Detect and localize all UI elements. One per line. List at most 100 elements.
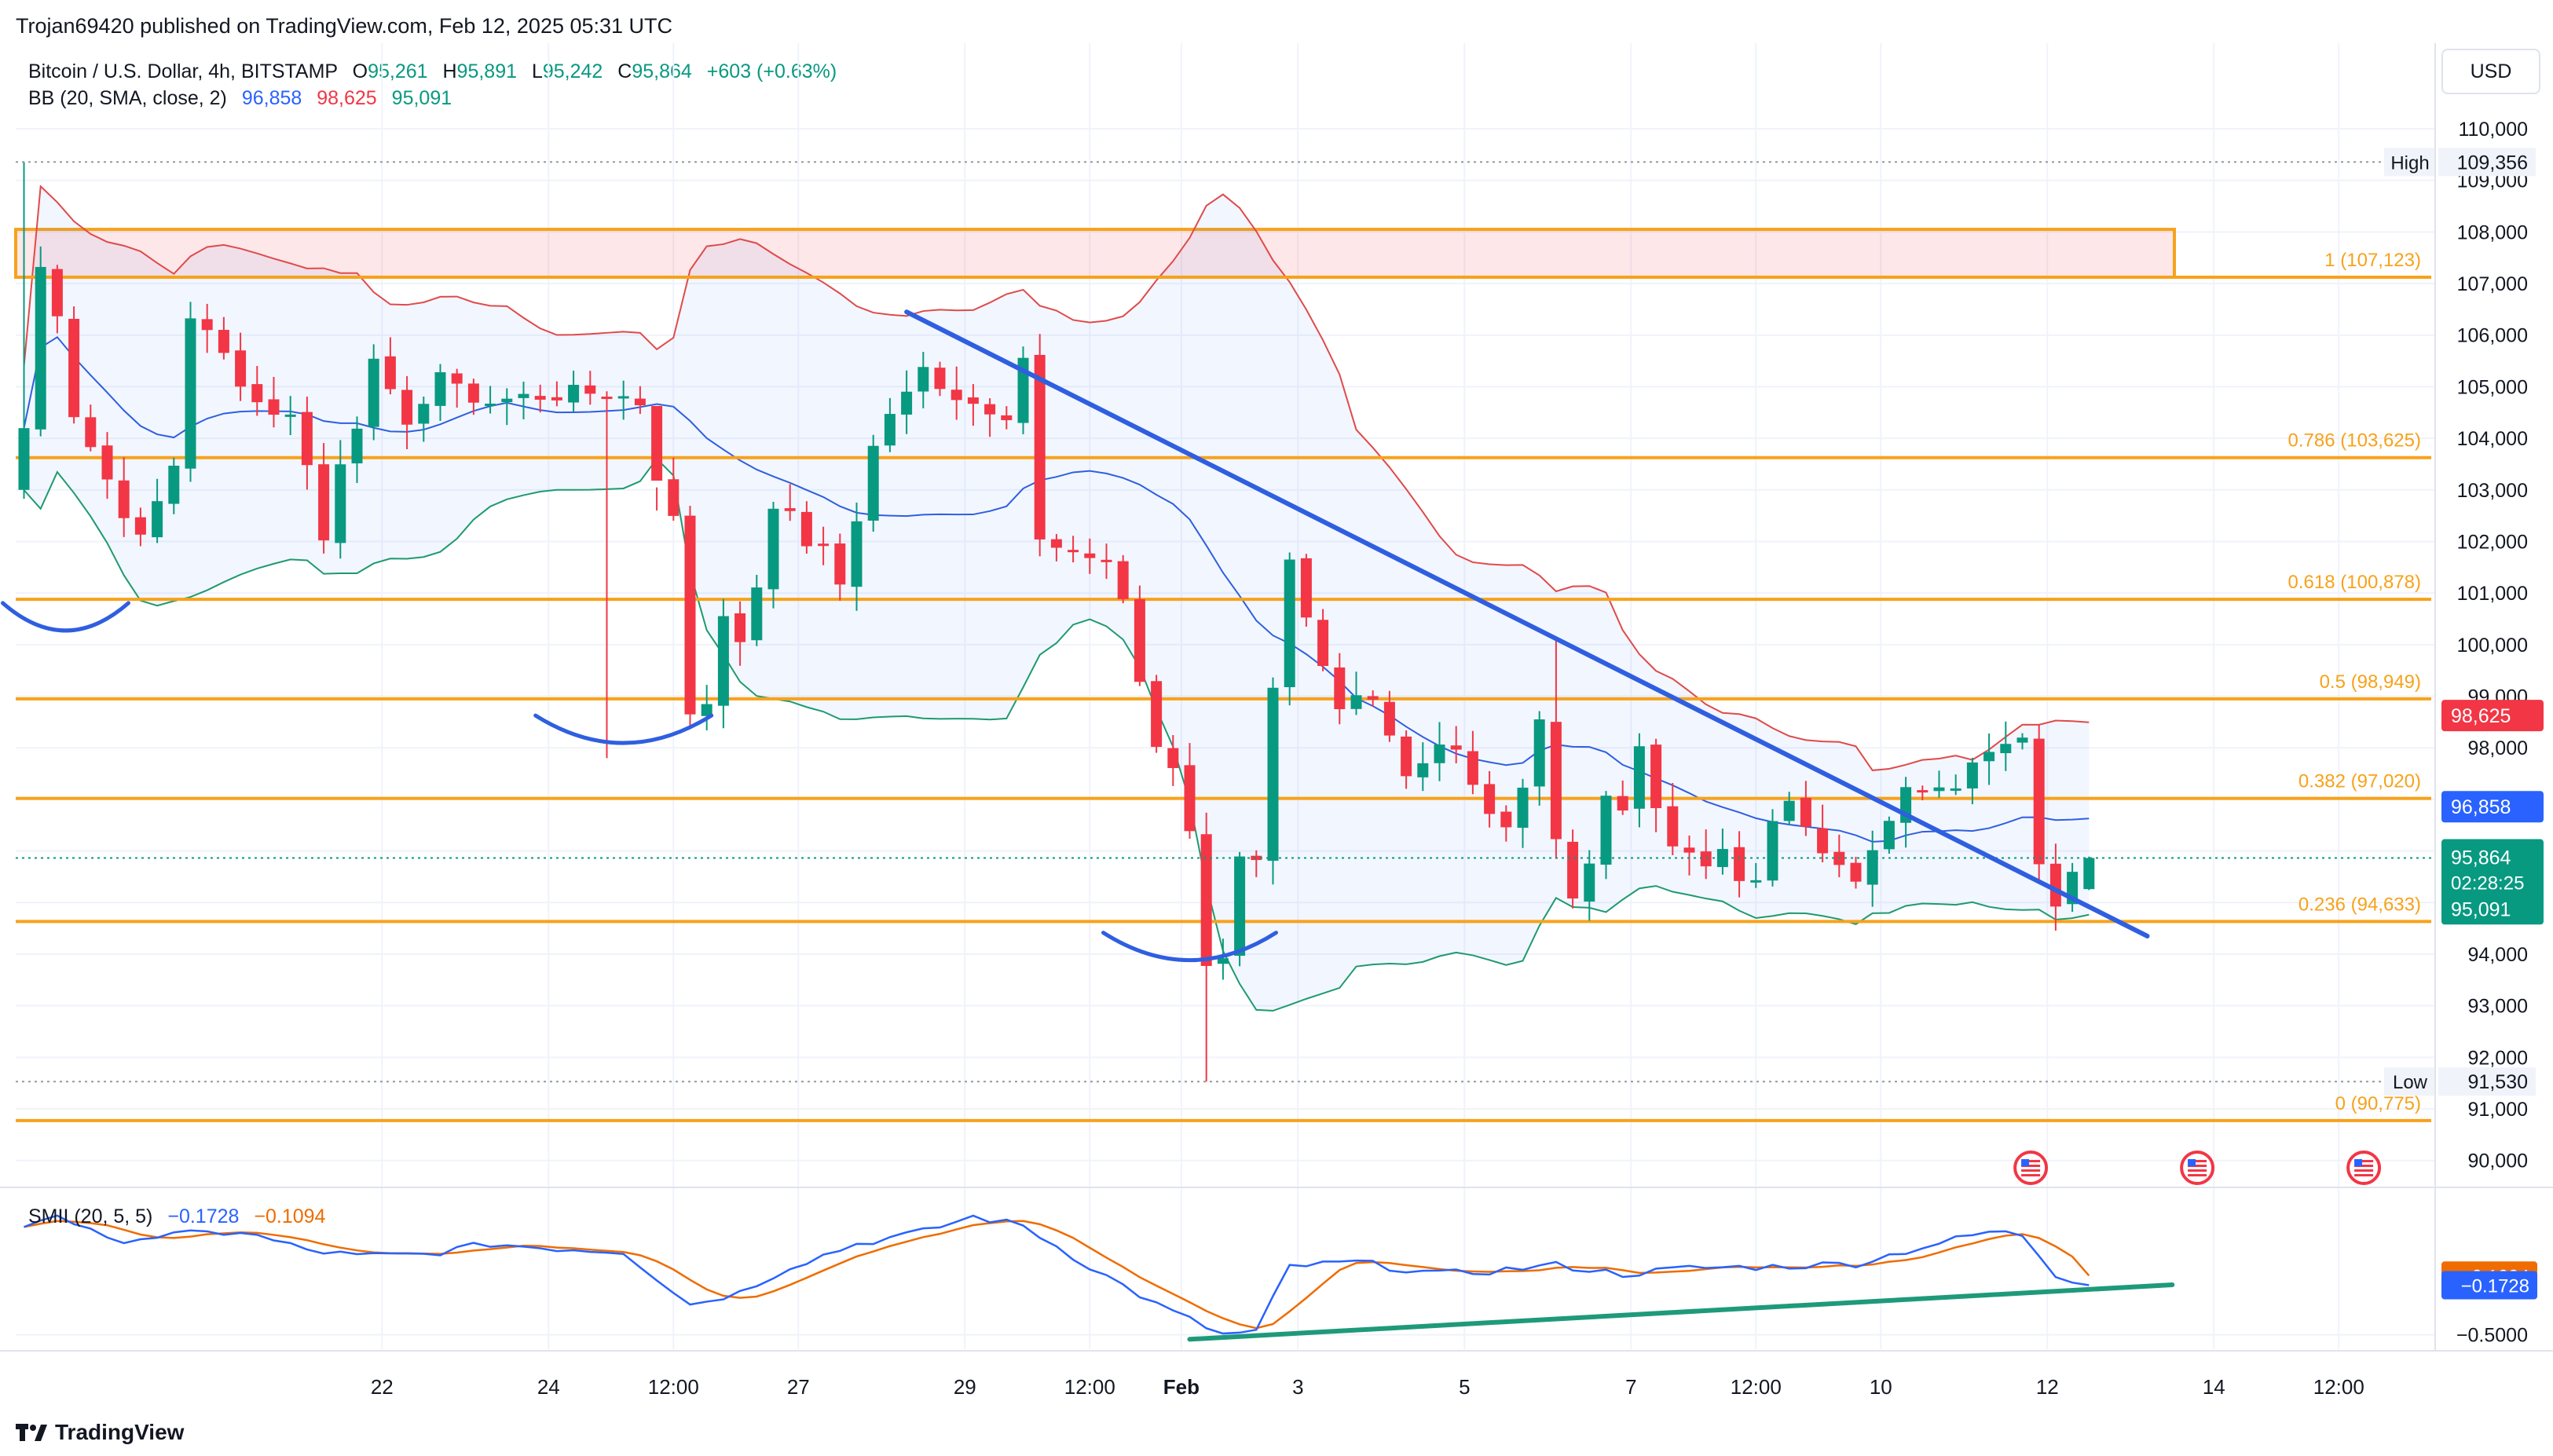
candle[interactable] <box>35 246 46 437</box>
candle[interactable] <box>118 457 130 537</box>
candle[interactable] <box>201 303 213 353</box>
candle[interactable] <box>1767 809 1778 887</box>
candle[interactable] <box>451 368 463 408</box>
candle[interactable] <box>51 265 63 334</box>
smii-name[interactable]: SMII (20, 5, 5) <box>28 1205 153 1227</box>
candle[interactable] <box>1284 552 1295 706</box>
candle[interactable] <box>185 302 196 482</box>
candle[interactable] <box>784 484 796 521</box>
candle[interactable] <box>1817 804 1829 863</box>
candle[interactable] <box>701 685 712 730</box>
candle[interactable] <box>1734 831 1745 898</box>
candle[interactable] <box>485 386 496 414</box>
candle[interactable] <box>1950 774 1961 796</box>
candle[interactable] <box>1500 805 1512 842</box>
candle[interactable] <box>1200 812 1212 1082</box>
bb-basis-line[interactable] <box>23 335 2090 843</box>
candle[interactable] <box>1117 554 1129 604</box>
candle[interactable] <box>1101 543 1112 580</box>
candle[interactable] <box>818 526 830 565</box>
candle[interactable] <box>1917 785 1928 801</box>
candle[interactable] <box>834 533 846 601</box>
candle[interactable] <box>1401 730 1412 789</box>
candle[interactable] <box>251 366 263 416</box>
candle[interactable] <box>1300 554 1312 627</box>
candle[interactable] <box>301 397 313 490</box>
candle[interactable] <box>434 364 446 422</box>
candle[interactable] <box>18 162 30 499</box>
candle[interactable] <box>1584 850 1595 921</box>
candle[interactable] <box>1334 653 1346 725</box>
candle[interactable] <box>1683 835 1695 876</box>
candle[interactable] <box>551 381 562 407</box>
support-arc[interactable] <box>533 713 714 745</box>
candle[interactable] <box>68 306 80 424</box>
candle[interactable] <box>1600 791 1612 880</box>
candle[interactable] <box>101 432 113 499</box>
candle[interactable] <box>934 361 946 397</box>
candle[interactable] <box>318 443 330 554</box>
economic-event-icon[interactable] <box>2013 1151 2049 1185</box>
candle[interactable] <box>418 396 430 442</box>
candle[interactable] <box>1517 778 1529 848</box>
candle[interactable] <box>1184 743 1196 839</box>
candle[interactable] <box>268 376 280 428</box>
symbol-name[interactable]: Bitcoin / U.S. Dollar, 4h, BITSTAMP <box>28 60 338 82</box>
candle[interactable] <box>1484 770 1496 828</box>
candle[interactable] <box>1434 722 1445 781</box>
candle[interactable] <box>1650 738 1662 832</box>
candle[interactable] <box>351 416 363 484</box>
candle[interactable] <box>152 478 163 543</box>
candle[interactable] <box>1234 851 1246 967</box>
candle[interactable] <box>2000 721 2012 771</box>
candle[interactable] <box>1350 671 1362 715</box>
candle[interactable] <box>384 337 396 395</box>
candle[interactable] <box>1151 675 1163 753</box>
candle[interactable] <box>1617 780 1628 815</box>
candle[interactable] <box>1001 406 1013 430</box>
candle[interactable] <box>1367 690 1379 707</box>
candle[interactable] <box>1966 757 1978 805</box>
candle[interactable] <box>2083 856 2095 891</box>
candle[interactable] <box>1017 346 1029 434</box>
candle[interactable] <box>668 457 679 521</box>
support-arc[interactable] <box>1 601 130 633</box>
candle[interactable] <box>1667 782 1679 856</box>
candle[interactable] <box>1217 938 1229 980</box>
candle[interactable] <box>1550 639 1562 859</box>
candle[interactable] <box>534 384 546 413</box>
candle[interactable] <box>1633 733 1645 828</box>
candle[interactable] <box>684 506 696 726</box>
descending-trendline[interactable] <box>904 309 2150 938</box>
candle[interactable] <box>851 502 863 611</box>
candle[interactable] <box>335 440 346 559</box>
candle[interactable] <box>1700 829 1712 880</box>
candle[interactable] <box>1267 677 1279 885</box>
candle[interactable] <box>884 397 896 452</box>
candle[interactable] <box>501 388 513 426</box>
candle[interactable] <box>1716 829 1728 875</box>
candle[interactable] <box>1034 334 1046 557</box>
bb-name[interactable]: BB (20, SMA, close, 2) <box>28 87 227 109</box>
candle[interactable] <box>800 501 812 554</box>
candle[interactable] <box>1533 711 1545 806</box>
candle[interactable] <box>867 434 879 532</box>
candle[interactable] <box>1068 536 1079 563</box>
candle[interactable] <box>85 404 97 452</box>
candle[interactable] <box>1134 585 1145 686</box>
candle[interactable] <box>2049 843 2061 931</box>
candle[interactable] <box>1450 726 1462 763</box>
candle[interactable] <box>1850 856 1862 889</box>
smii-main-line[interactable] <box>24 1214 2090 1335</box>
candle[interactable] <box>568 371 580 412</box>
candle[interactable] <box>617 380 629 420</box>
candle[interactable] <box>1883 816 1895 854</box>
candle[interactable] <box>1750 862 1762 888</box>
candle[interactable] <box>1383 690 1395 742</box>
candle[interactable] <box>1983 733 1995 785</box>
candle[interactable] <box>651 405 663 511</box>
currency-button[interactable]: USD <box>2441 49 2540 94</box>
candle[interactable] <box>751 574 763 646</box>
candle[interactable] <box>1084 538 1096 574</box>
